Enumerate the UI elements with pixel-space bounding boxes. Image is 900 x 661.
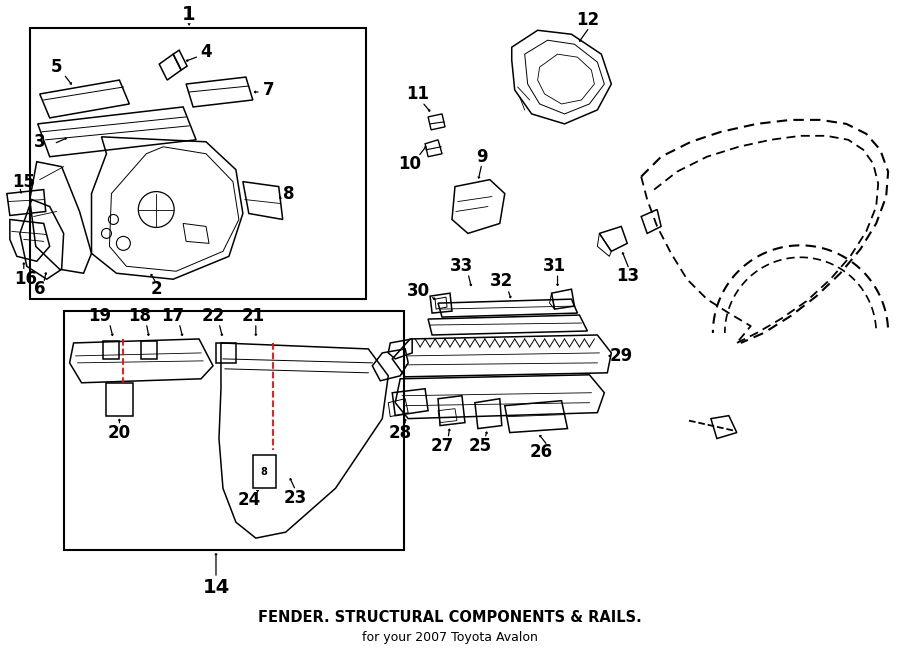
Text: FENDER. STRUCTURAL COMPONENTS & RAILS.: FENDER. STRUCTURAL COMPONENTS & RAILS. <box>258 610 642 625</box>
Text: 28: 28 <box>389 424 412 442</box>
Text: 27: 27 <box>430 436 454 455</box>
Text: for your 2007 Toyota Avalon: for your 2007 Toyota Avalon <box>362 631 538 644</box>
Text: 25: 25 <box>468 436 491 455</box>
Text: 17: 17 <box>162 307 184 325</box>
Text: 14: 14 <box>202 578 230 598</box>
Text: 19: 19 <box>88 307 111 325</box>
Text: 21: 21 <box>241 307 265 325</box>
Text: 13: 13 <box>616 267 639 286</box>
Text: 30: 30 <box>407 282 429 300</box>
Text: 5: 5 <box>51 58 62 76</box>
Text: 2: 2 <box>150 280 162 298</box>
Bar <box>30 28 366 299</box>
Text: 18: 18 <box>128 307 151 325</box>
Text: 3: 3 <box>34 133 46 151</box>
Text: 10: 10 <box>399 155 422 173</box>
Text: 4: 4 <box>200 43 212 61</box>
Text: 29: 29 <box>609 347 633 365</box>
Text: 7: 7 <box>263 81 274 99</box>
Text: 6: 6 <box>34 280 46 298</box>
Text: 16: 16 <box>14 270 37 288</box>
Text: 1: 1 <box>183 5 196 24</box>
Text: 23: 23 <box>284 489 307 507</box>
Text: 20: 20 <box>108 424 131 442</box>
Bar <box>64 311 404 550</box>
Text: 12: 12 <box>576 11 599 29</box>
Text: 24: 24 <box>238 491 260 509</box>
Text: 31: 31 <box>543 257 566 275</box>
Text: 26: 26 <box>530 444 554 461</box>
Text: 33: 33 <box>450 257 473 275</box>
Text: 22: 22 <box>202 307 225 325</box>
Text: 32: 32 <box>491 272 513 290</box>
Text: 11: 11 <box>407 85 429 103</box>
Text: 8: 8 <box>260 467 267 477</box>
Text: 9: 9 <box>476 147 488 166</box>
Text: 8: 8 <box>283 184 294 202</box>
Text: 15: 15 <box>12 173 35 190</box>
